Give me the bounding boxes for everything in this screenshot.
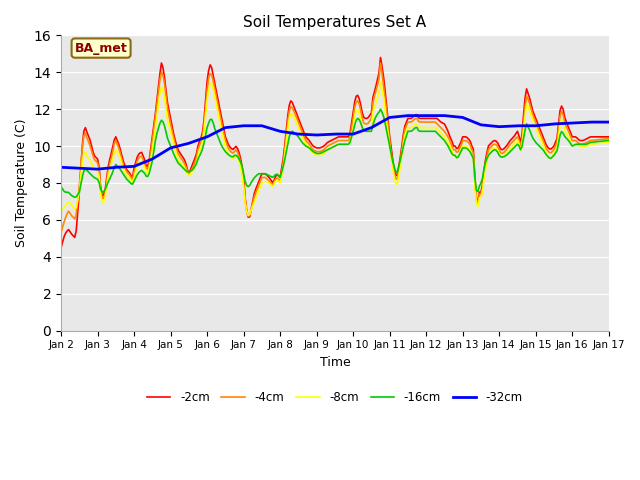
-16cm (541, 150, 548, 156)
-8cm (377, 79, 385, 84)
Line: -2cm: -2cm (61, 58, 609, 248)
-32cm (389, 114, 397, 120)
-4cm (159, 72, 167, 78)
-32cm (57, 165, 65, 170)
-2cm (401, 123, 409, 129)
Line: -4cm: -4cm (61, 63, 609, 233)
-4cm (540, 138, 547, 144)
-32cm (605, 119, 612, 125)
-8cm (371, 104, 378, 109)
-2cm (389, 157, 397, 163)
-8cm (159, 87, 167, 93)
-2cm (605, 134, 612, 140)
Text: BA_met: BA_met (75, 42, 127, 55)
-32cm (161, 149, 168, 155)
-4cm (72, 212, 80, 217)
-8cm (244, 212, 252, 218)
-4cm (377, 60, 385, 66)
-8cm (57, 208, 65, 214)
Line: -16cm: -16cm (61, 109, 609, 197)
-16cm (377, 106, 385, 112)
-16cm (57, 184, 65, 190)
-4cm (369, 100, 377, 106)
-4cm (605, 136, 612, 142)
X-axis label: Time: Time (319, 356, 350, 369)
-8cm (390, 175, 398, 180)
-32cm (371, 123, 378, 129)
-32cm (404, 113, 412, 119)
-8cm (403, 129, 410, 134)
-8cm (541, 147, 548, 153)
Title: Soil Temperatures Set A: Soil Temperatures Set A (243, 15, 426, 30)
Legend: -2cm, -4cm, -8cm, -16cm, -32cm: -2cm, -4cm, -8cm, -16cm, -32cm (142, 387, 527, 409)
-4cm (389, 161, 397, 167)
-32cm (93, 166, 101, 172)
-2cm (57, 245, 65, 251)
-2cm (72, 228, 80, 234)
-16cm (161, 123, 168, 129)
-8cm (72, 204, 80, 210)
-16cm (71, 194, 79, 200)
Line: -8cm: -8cm (61, 82, 609, 215)
-32cm (72, 165, 80, 171)
-2cm (540, 135, 547, 141)
-16cm (390, 165, 398, 170)
-16cm (74, 192, 82, 197)
-16cm (605, 138, 612, 144)
-32cm (401, 113, 409, 119)
-8cm (605, 140, 612, 145)
-2cm (377, 55, 385, 60)
-4cm (401, 127, 409, 132)
-4cm (57, 230, 65, 236)
-32cm (541, 122, 548, 128)
-16cm (403, 133, 410, 139)
Line: -32cm: -32cm (61, 116, 609, 169)
-2cm (369, 95, 377, 100)
Y-axis label: Soil Temperature (C): Soil Temperature (C) (15, 119, 28, 247)
-16cm (371, 117, 378, 123)
-2cm (159, 65, 167, 71)
